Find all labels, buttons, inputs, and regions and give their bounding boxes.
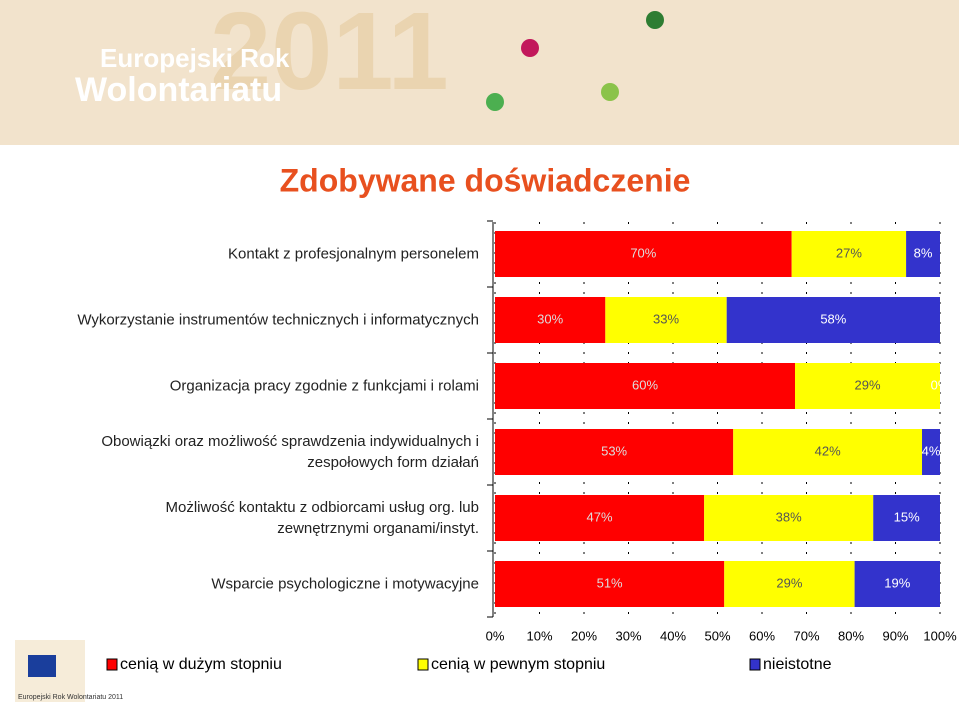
bar	[495, 495, 705, 541]
bar	[906, 231, 940, 277]
value-label: 53%	[601, 443, 627, 458]
x-tick-label: 50%	[704, 628, 730, 643]
x-tick-label: 0%	[486, 628, 505, 643]
x-tick-label: 10%	[526, 628, 552, 643]
bar	[495, 363, 795, 409]
x-tick-label: 70%	[793, 628, 819, 643]
value-label: 8%	[914, 245, 933, 260]
x-tick-label: 40%	[660, 628, 686, 643]
category-label: Wsparcie psychologiczne i motywacyjne	[211, 575, 479, 593]
legend-label: cenią w pewnym stopniu	[431, 656, 605, 673]
value-label: 19%	[884, 575, 910, 590]
banner-year: 2011	[210, 0, 449, 113]
value-label: 29%	[776, 575, 802, 590]
bar	[726, 297, 940, 343]
bar	[724, 561, 855, 607]
x-tick-label: 60%	[749, 628, 775, 643]
logo-dot	[601, 83, 619, 101]
value-label: 42%	[815, 443, 841, 458]
value-label: 47%	[587, 509, 613, 524]
value-label: 58%	[820, 311, 846, 326]
value-label: 30%	[537, 311, 563, 326]
legend-label: cenią w dużym stopniu	[120, 656, 282, 673]
x-tick-label: 90%	[882, 628, 908, 643]
legend-swatch	[749, 658, 761, 671]
legend-label: nieistotne	[763, 656, 832, 673]
value-label: 15%	[894, 509, 920, 524]
eu-flag	[28, 655, 56, 677]
chart-title: Zdobywane doświadczenie	[280, 162, 691, 198]
logo-dot	[646, 11, 664, 29]
bar	[854, 561, 940, 607]
bar	[704, 495, 874, 541]
bar	[495, 297, 606, 343]
bar	[873, 495, 940, 541]
bar	[795, 363, 940, 409]
x-tick-label: 100%	[923, 628, 957, 643]
logo-dot	[486, 93, 504, 111]
footer-logo-text: Europejski Rok Wolontariatu 2011	[18, 694, 123, 701]
x-tick-label: 30%	[615, 628, 641, 643]
value-label: 33%	[653, 311, 679, 326]
logo-dot	[521, 39, 539, 57]
category-label: Wykorzystanie instrumentów technicznych …	[77, 311, 479, 329]
x-tick-label: 20%	[571, 628, 597, 643]
bar	[733, 429, 923, 475]
legend-swatch	[417, 658, 429, 671]
category-label: Obowiązki oraz możliwość sprawdzenia ind…	[101, 433, 479, 471]
bar	[791, 231, 907, 277]
banner-line1: Europejski Rok	[100, 43, 290, 73]
category-label: Możliwość kontaktu z odbiorcami usług or…	[165, 499, 479, 537]
value-label: 4%	[922, 443, 941, 458]
bar	[495, 561, 725, 607]
value-label: 27%	[836, 245, 862, 260]
value-label: 38%	[776, 509, 802, 524]
banner	[0, 0, 959, 145]
x-tick-label: 80%	[838, 628, 864, 643]
category-label: Kontakt z profesjonalnym personelem	[228, 245, 479, 263]
bar	[922, 429, 940, 475]
legend-swatch	[106, 658, 118, 671]
bar	[495, 231, 792, 277]
bar	[605, 297, 727, 343]
banner-line2: Wolontariatu	[75, 71, 282, 109]
value-label: 29%	[854, 377, 880, 392]
bar	[495, 429, 734, 475]
value-label: 70%	[630, 245, 656, 260]
category-label: Organizacja pracy zgodnie z funkcjami i …	[169, 377, 479, 395]
value-label: 51%	[597, 575, 623, 590]
value-label: 0%	[931, 377, 950, 392]
value-label: 60%	[632, 377, 658, 392]
